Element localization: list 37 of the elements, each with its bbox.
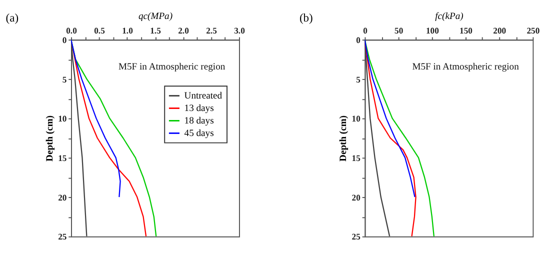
- y-tick-label: 15: [352, 153, 360, 164]
- x-tick-label: 250: [526, 25, 540, 36]
- x-tick-label: 150: [460, 25, 472, 36]
- y-tick-label: 10: [352, 114, 360, 124]
- annotation: M5F in Atmospheric region: [412, 61, 520, 72]
- y-tick-label: 20: [352, 192, 360, 202]
- x-tick-label: 3.0: [234, 25, 245, 36]
- chart-title: (a): [6, 12, 19, 24]
- x-tick-label: 100: [426, 25, 439, 36]
- y-tick-label: 5: [356, 74, 360, 84]
- x-axis-title: qc(MPa): [138, 10, 173, 22]
- x-tick-label: 200: [493, 25, 506, 36]
- legend-label: Untreated: [184, 90, 222, 102]
- legend-label: 18 days: [184, 116, 214, 127]
- x-tick-label: 1.5: [150, 25, 161, 36]
- x-tick-label: 1.0: [122, 25, 133, 36]
- y-axis-title: Depth (cm): [44, 115, 56, 162]
- y-tick-label: 0: [356, 34, 360, 45]
- x-tick-label: 2.0: [178, 25, 189, 36]
- legend-label: 13 days: [184, 103, 214, 114]
- annotation: M5F in Atmospheric region: [118, 61, 226, 72]
- y-tick-label: 25: [352, 232, 360, 242]
- y-axis-title: Depth (cm): [338, 115, 350, 162]
- x-tick-label: 0.0: [66, 25, 77, 36]
- y-tick-label: 10: [58, 114, 67, 124]
- y-tick-label: 20: [58, 192, 67, 202]
- y-tick-label: 0: [62, 34, 67, 45]
- x-tick-label: 2.5: [206, 25, 217, 36]
- x-axis-title: fc(kPa): [435, 10, 464, 22]
- y-tick-label: 5: [62, 74, 67, 84]
- x-tick-label: 0.5: [94, 25, 105, 36]
- x-tick-label: 50: [394, 25, 404, 36]
- y-tick-label: 15: [58, 153, 67, 164]
- x-tick-label: 0: [363, 25, 368, 36]
- y-tick-label: 25: [58, 232, 67, 242]
- chart-title: (b): [299, 12, 314, 24]
- legend-label: 45 days: [184, 128, 214, 140]
